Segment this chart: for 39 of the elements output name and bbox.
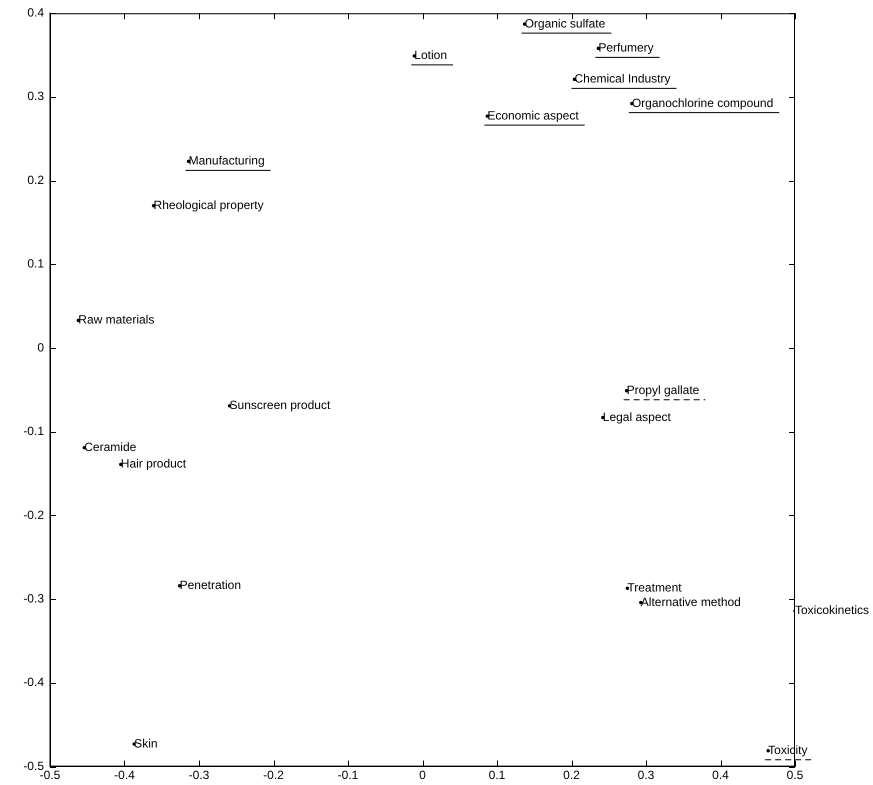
x-tick-label: 0.4 bbox=[712, 768, 730, 782]
x-tick-label: -0.3 bbox=[188, 768, 210, 782]
data-label: Organic sulfate bbox=[524, 16, 606, 30]
y-tick-label: 0.1 bbox=[27, 256, 44, 271]
x-tick-label: 0.3 bbox=[638, 768, 655, 782]
x-tick-label: 0.1 bbox=[488, 768, 506, 782]
data-label: Hair product bbox=[120, 456, 187, 471]
y-tick-label: 0 bbox=[37, 340, 44, 354]
x-tick-label: -0.2 bbox=[263, 768, 284, 782]
data-label: Legal aspect bbox=[602, 410, 672, 424]
data-label: Alternative method bbox=[640, 594, 741, 609]
y-tick-label: -0.2 bbox=[23, 508, 44, 522]
data-label: Rheological property bbox=[154, 198, 264, 212]
y-tick-label: -0.1 bbox=[23, 424, 44, 438]
data-label: Chemical Industry bbox=[574, 72, 671, 86]
data-label: Economic aspect bbox=[487, 108, 580, 122]
data-label: Raw materials bbox=[78, 312, 154, 327]
y-tick-label: -0.4 bbox=[23, 675, 44, 690]
x-tick-label: -0.1 bbox=[338, 768, 359, 782]
x-tick-label: -0.4 bbox=[114, 768, 136, 782]
data-label: Treatment bbox=[627, 580, 682, 595]
y-tick-label: -0.5 bbox=[23, 758, 44, 773]
y-tick-label: 0.4 bbox=[27, 6, 44, 20]
data-label: Lotion bbox=[414, 48, 448, 62]
data-label: Propyl gallate bbox=[626, 383, 700, 398]
y-tick-label: -0.3 bbox=[23, 591, 44, 606]
data-label: Manufacturing bbox=[188, 154, 265, 168]
data-label: Penetration bbox=[180, 578, 242, 592]
data-label: Sunscreen product bbox=[230, 398, 331, 412]
y-tick-label: 0.2 bbox=[27, 172, 44, 187]
data-label: Perfumery bbox=[598, 40, 654, 55]
data-label: Skin bbox=[134, 736, 158, 750]
data-label: Toxicokinetics bbox=[795, 603, 870, 618]
y-tick-label: 0.3 bbox=[27, 89, 44, 104]
x-tick-label: 0.2 bbox=[563, 768, 580, 782]
data-label: Ceramide bbox=[84, 440, 137, 454]
data-label: Organochlorine compound bbox=[632, 96, 774, 110]
x-tick-label: 0 bbox=[419, 768, 426, 782]
x-tick-label: 0.5 bbox=[786, 768, 804, 782]
